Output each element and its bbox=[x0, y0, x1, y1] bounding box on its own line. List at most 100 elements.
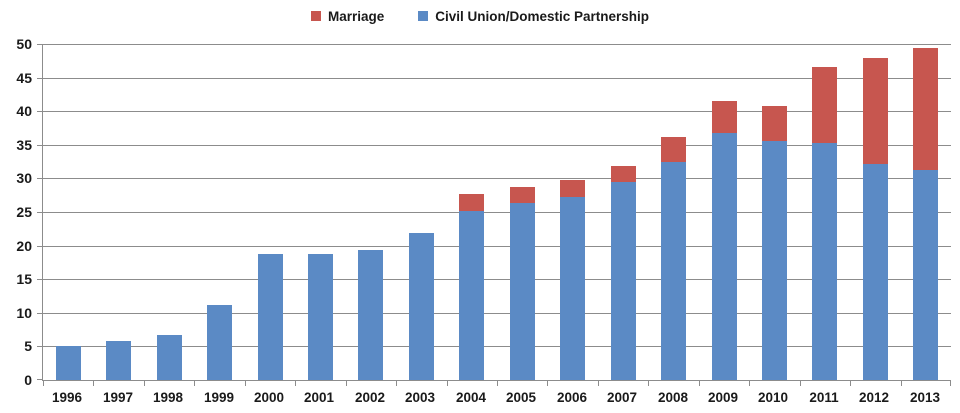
bar-1997-civil-union bbox=[106, 341, 131, 380]
bar-2011-civil-union bbox=[812, 143, 837, 380]
gridline-15 bbox=[43, 279, 951, 280]
legend-item-marriage: Marriage bbox=[310, 8, 385, 24]
y-axis-tick-10 bbox=[37, 313, 43, 314]
y-axis-tick-15 bbox=[37, 279, 43, 280]
x-axis-tick-8 bbox=[447, 381, 448, 386]
y-axis-tick-30 bbox=[37, 178, 43, 179]
y-tick-label-50: 50 bbox=[16, 36, 32, 52]
y-axis-tick-20 bbox=[37, 246, 43, 247]
bar-2005-civil-union bbox=[510, 203, 535, 380]
gridline-25 bbox=[43, 212, 951, 213]
civil-union-swatch-icon bbox=[418, 11, 429, 21]
x-axis-tick-0 bbox=[43, 381, 44, 386]
y-axis-tick-40 bbox=[37, 111, 43, 112]
y-tick-label-30: 30 bbox=[16, 170, 32, 186]
bar-2012-civil-union bbox=[863, 164, 888, 380]
x-tick-label-2007: 2007 bbox=[606, 390, 638, 405]
x-tick-label-2001: 2001 bbox=[303, 390, 335, 405]
bar-2000-civil-union bbox=[258, 254, 283, 380]
x-tick-label-2013: 2013 bbox=[909, 390, 941, 405]
x-tick-label-2012: 2012 bbox=[858, 390, 890, 405]
bar-2007-marriage bbox=[611, 166, 636, 182]
gridline-40 bbox=[43, 111, 951, 112]
x-axis-tick-4 bbox=[245, 381, 246, 386]
y-axis-tick-25 bbox=[37, 212, 43, 213]
bar-1996-civil-union bbox=[56, 346, 81, 380]
bar-2002-civil-union bbox=[358, 250, 383, 380]
x-axis-tick-6 bbox=[346, 381, 347, 386]
y-axis-tick-35 bbox=[37, 145, 43, 146]
legend-item-civil-union: Civil Union/Domestic Partnership bbox=[418, 9, 649, 24]
x-tick-label-1997: 1997 bbox=[102, 390, 134, 405]
x-axis-tick-15 bbox=[800, 381, 801, 386]
y-tick-label-0: 0 bbox=[24, 372, 32, 388]
gridline-30 bbox=[43, 178, 951, 179]
y-tick-label-35: 35 bbox=[16, 137, 32, 153]
bar-2006-civil-union bbox=[560, 197, 585, 380]
bar-2008-marriage bbox=[661, 137, 686, 162]
gridline-35 bbox=[43, 145, 951, 146]
y-tick-label-15: 15 bbox=[16, 271, 32, 287]
bar-2009-civil-union bbox=[712, 133, 737, 380]
x-tick-label-2005: 2005 bbox=[505, 390, 537, 405]
bar-2001-civil-union bbox=[308, 254, 333, 380]
x-axis-tick-7 bbox=[396, 381, 397, 386]
x-axis-tick-18 bbox=[950, 381, 951, 386]
bar-2010-civil-union bbox=[762, 141, 787, 380]
x-axis-tick-16 bbox=[850, 381, 851, 386]
x-tick-label-2006: 2006 bbox=[556, 390, 588, 405]
bar-2009-marriage bbox=[712, 101, 737, 133]
x-tick-label-2008: 2008 bbox=[657, 390, 689, 405]
y-tick-label-45: 45 bbox=[16, 70, 32, 86]
x-axis-tick-5 bbox=[295, 381, 296, 386]
bar-2013-marriage bbox=[913, 48, 938, 170]
y-axis-tick-0 bbox=[37, 379, 43, 380]
y-tick-label-25: 25 bbox=[16, 204, 32, 220]
x-tick-label-2003: 2003 bbox=[404, 390, 436, 405]
y-tick-label-20: 20 bbox=[16, 238, 32, 254]
x-axis-tick-13 bbox=[699, 381, 700, 386]
x-tick-label-2004: 2004 bbox=[455, 390, 487, 405]
bar-2011-marriage bbox=[812, 67, 837, 143]
bar-2007-civil-union bbox=[611, 182, 636, 380]
bar-2003-civil-union bbox=[409, 233, 434, 380]
marriage-swatch-icon bbox=[310, 11, 321, 21]
x-tick-label-2002: 2002 bbox=[354, 390, 386, 405]
bar-2004-marriage bbox=[459, 194, 484, 211]
x-tick-label-1996: 1996 bbox=[51, 390, 83, 405]
gridline-10 bbox=[43, 313, 951, 314]
bar-1998-civil-union bbox=[157, 335, 182, 380]
plot-area bbox=[37, 44, 951, 386]
legend: Marriage Civil Union/Domestic Partnershi… bbox=[0, 6, 960, 26]
x-axis-tick-10 bbox=[547, 381, 548, 386]
x-axis-tick-9 bbox=[497, 381, 498, 386]
x-axis-tick-14 bbox=[749, 381, 750, 386]
x-tick-label-2011: 2011 bbox=[809, 390, 839, 405]
gridline-50 bbox=[43, 44, 951, 45]
x-axis-tick-2 bbox=[144, 381, 145, 386]
bar-2004-civil-union bbox=[459, 211, 484, 380]
bar-2005-marriage bbox=[510, 187, 535, 203]
x-axis-tick-1 bbox=[93, 381, 94, 386]
x-axis-tick-17 bbox=[901, 381, 902, 386]
bar-2013-civil-union bbox=[913, 170, 938, 380]
y-tick-label-10: 10 bbox=[16, 305, 32, 321]
legend-label-marriage: Marriage bbox=[327, 8, 385, 24]
y-tick-label-40: 40 bbox=[16, 103, 32, 119]
x-tick-label-2010: 2010 bbox=[757, 390, 789, 405]
legend-label-civil-union: Civil Union/Domestic Partnership bbox=[435, 8, 650, 24]
y-tick-label-5: 5 bbox=[24, 338, 32, 354]
y-axis-tick-45 bbox=[37, 78, 43, 79]
bar-2012-marriage bbox=[863, 58, 888, 164]
y-axis-tick-5 bbox=[37, 346, 43, 347]
x-tick-label-1999: 1999 bbox=[203, 390, 235, 405]
gridline-20 bbox=[43, 246, 951, 247]
x-axis-tick-11 bbox=[598, 381, 599, 386]
bar-2010-marriage bbox=[762, 106, 787, 141]
gridline-45 bbox=[43, 78, 951, 79]
bar-2008-civil-union bbox=[661, 162, 686, 380]
x-tick-label-2000: 2000 bbox=[253, 390, 285, 405]
x-tick-label-1998: 1998 bbox=[152, 390, 184, 405]
bar-2006-marriage bbox=[560, 180, 585, 197]
